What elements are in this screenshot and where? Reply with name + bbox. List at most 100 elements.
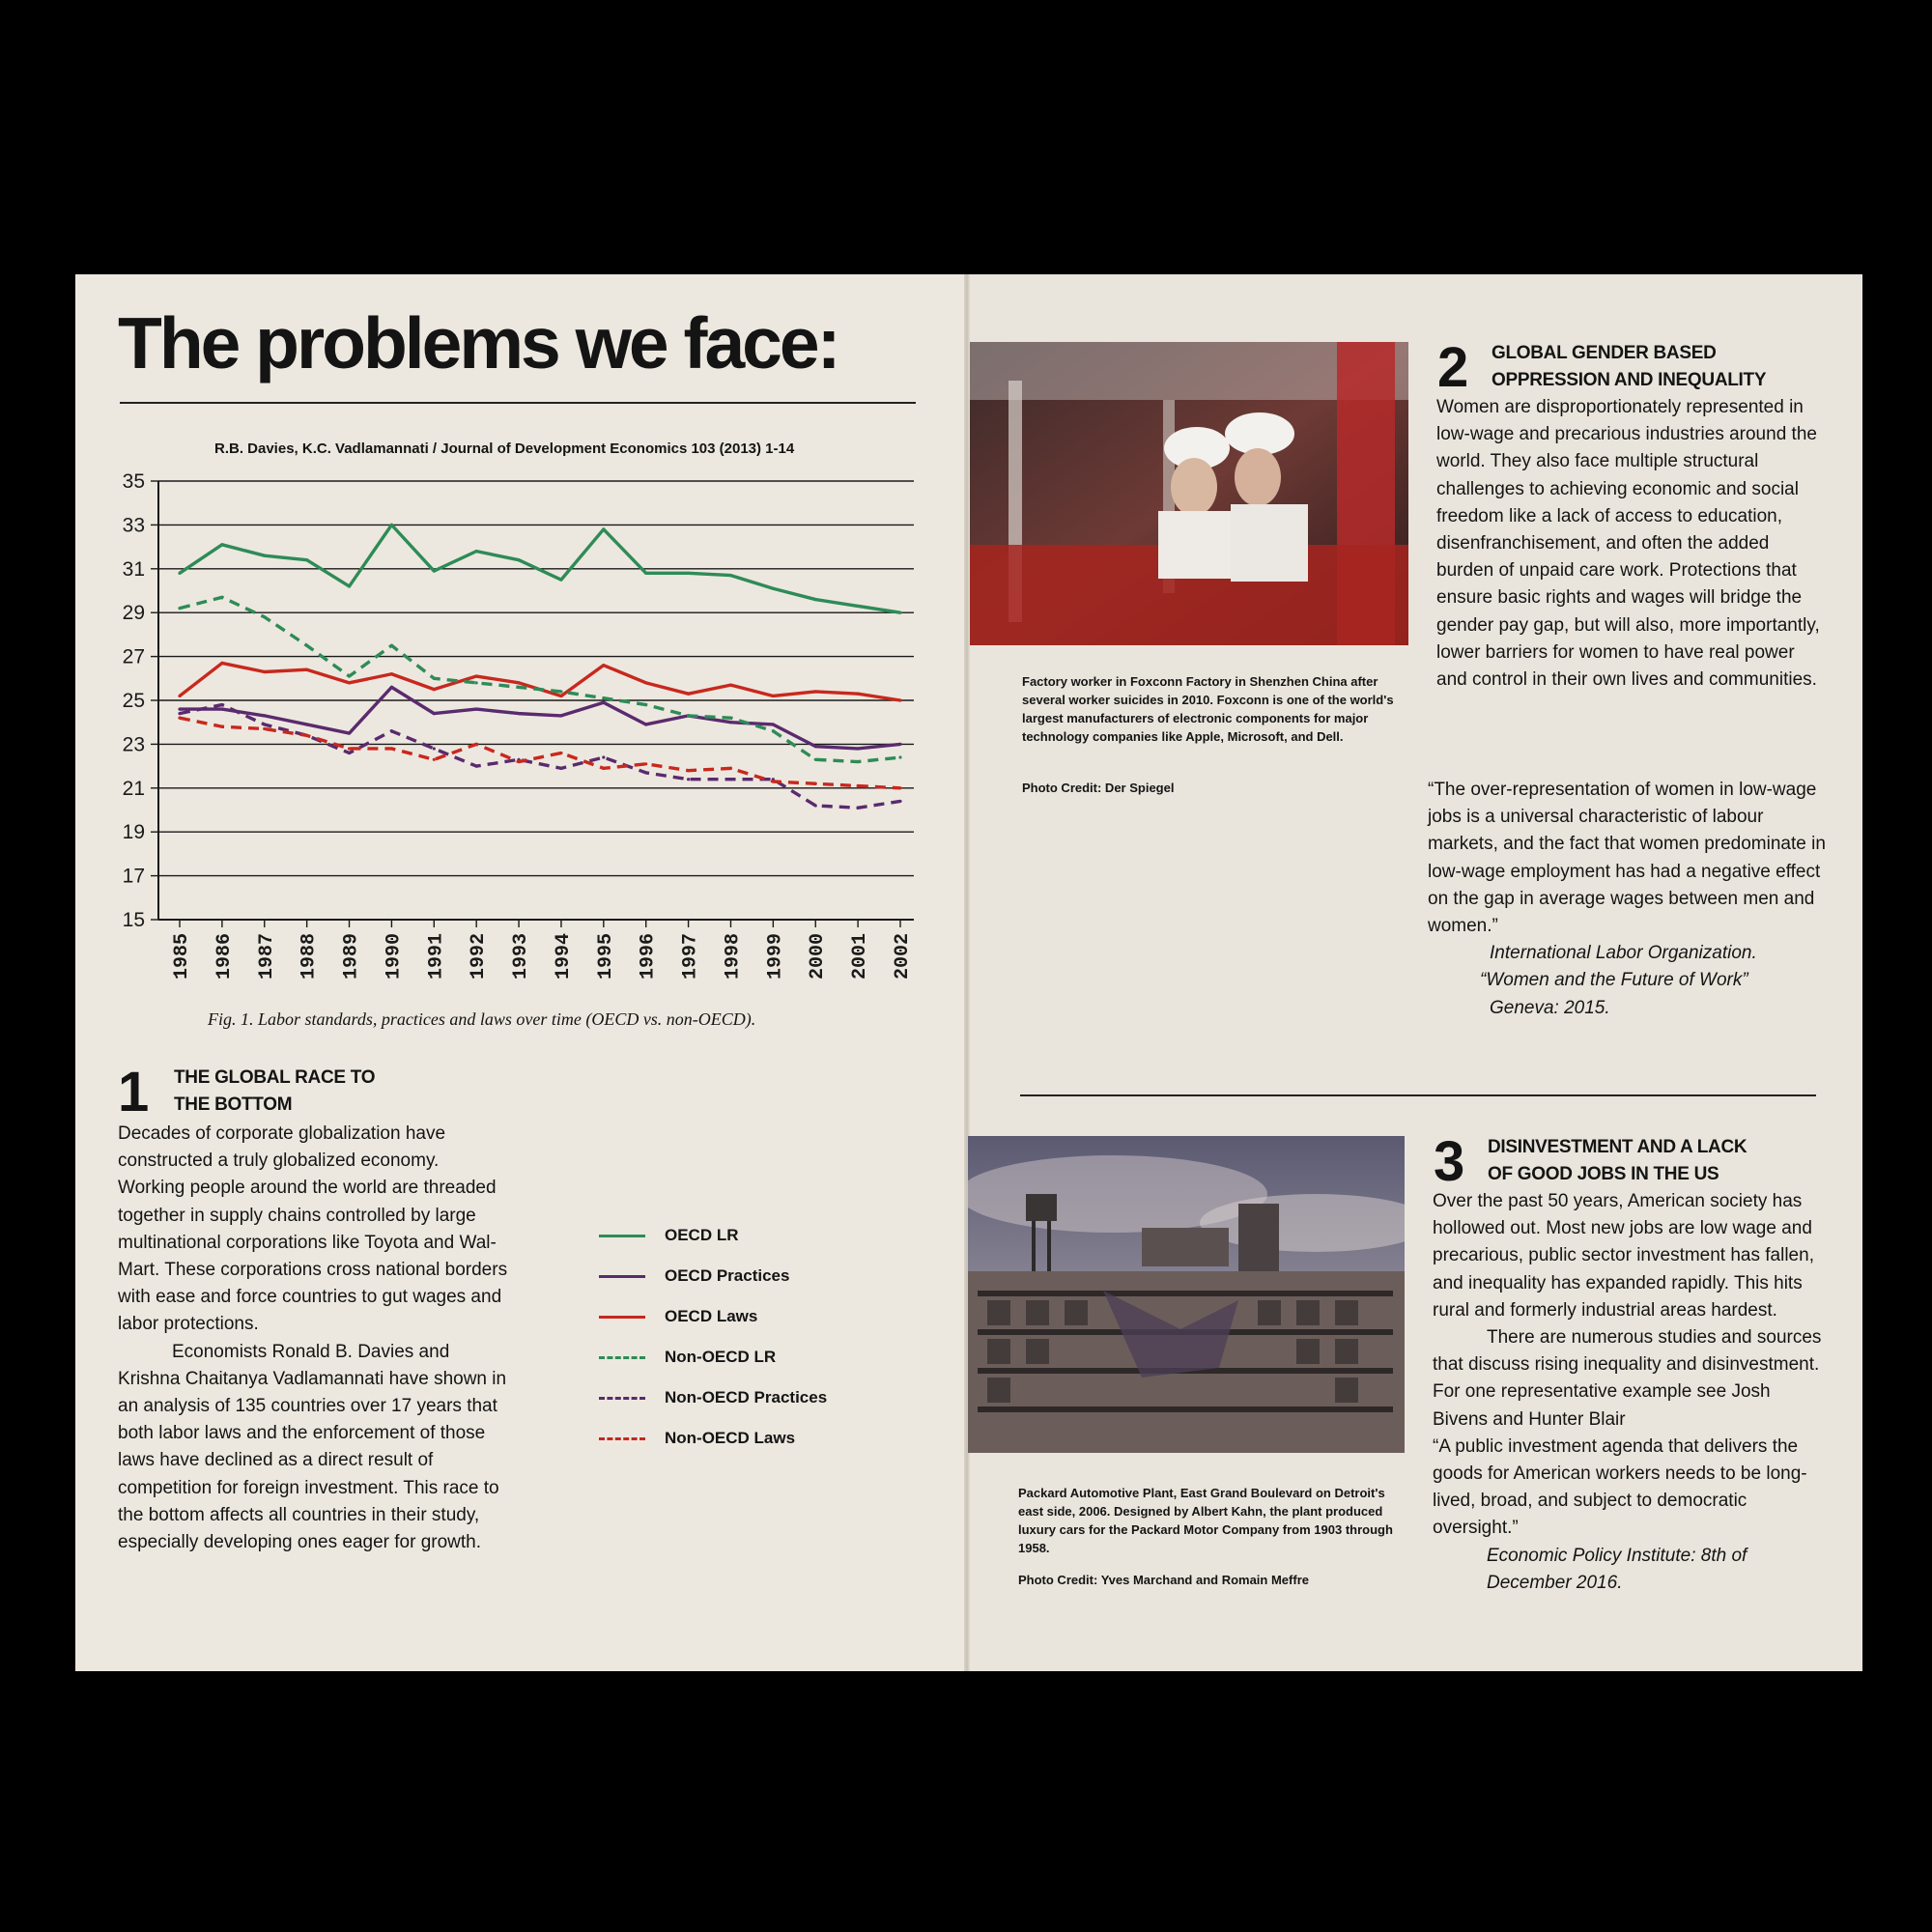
data-point <box>856 692 860 696</box>
data-point <box>220 595 224 599</box>
packard-photo-caption: Packard Automotive Plant, East Grand Bou… <box>1018 1486 1393 1555</box>
data-point <box>644 771 648 775</box>
data-point <box>602 696 606 700</box>
section-2-quote-source-1: International Labor Organization. <box>1490 943 1757 964</box>
data-point <box>347 681 352 685</box>
data-point <box>602 766 606 770</box>
x-tick-label: 1991 <box>425 933 447 980</box>
data-point <box>644 681 648 685</box>
data-point <box>856 806 860 810</box>
page-gutter <box>964 274 970 1671</box>
data-point <box>686 692 691 696</box>
section-1-heading: THE GLOBAL RACE TO THE BOTTOM <box>174 1065 375 1119</box>
data-point <box>602 664 606 668</box>
data-point <box>644 762 648 766</box>
data-point <box>347 674 352 678</box>
data-point <box>898 799 902 804</box>
packard-photo-credit: Photo Credit: Yves Marchand and Romain M… <box>1018 1573 1309 1587</box>
section-2-quote: “The over-representation of women in low… <box>1428 777 1828 1022</box>
data-point <box>898 742 902 746</box>
data-point <box>178 694 182 698</box>
y-tick-label: 29 <box>123 602 145 624</box>
y-tick-label: 23 <box>123 733 145 755</box>
section-3-quote-text: “A public investment agenda that deliver… <box>1433 1435 1807 1539</box>
section-2-body: Women are disproportionately represented… <box>1436 394 1828 694</box>
x-tick-label: 1988 <box>298 933 321 980</box>
legend-item: Non-OECD Laws <box>599 1418 827 1459</box>
data-point <box>559 766 563 770</box>
section-divider <box>1020 1094 1816 1096</box>
legend-swatch <box>599 1274 645 1278</box>
x-tick-label: 1993 <box>510 933 532 980</box>
data-point <box>602 755 606 759</box>
data-point <box>432 712 436 716</box>
data-point <box>813 745 817 749</box>
data-point <box>474 674 478 678</box>
data-point <box>517 558 521 562</box>
y-tick-label: 21 <box>123 778 145 800</box>
y-tick-label: 15 <box>123 909 145 931</box>
data-point <box>898 698 902 702</box>
data-point <box>347 751 352 755</box>
data-point <box>813 757 817 761</box>
section-3-heading: DISINVESTMENT AND A LACK OF GOOD JOBS IN… <box>1488 1134 1747 1188</box>
y-tick-label: 27 <box>123 646 145 668</box>
section-2-quote-source-3: Geneva: 2015. <box>1490 997 1610 1018</box>
data-point <box>856 747 860 751</box>
data-point <box>728 574 733 578</box>
data-point <box>263 726 267 731</box>
section-1-heading-line2: THE BOTTOM <box>174 1094 293 1115</box>
series-line-oecd-laws <box>178 661 901 702</box>
data-point <box>474 681 478 685</box>
data-point <box>263 615 267 619</box>
series-line-non-oecd-lr <box>179 595 901 764</box>
data-point <box>644 571 648 575</box>
y-tick-label: 19 <box>123 821 145 843</box>
data-point <box>432 569 436 573</box>
x-tick-label: 1986 <box>213 933 236 980</box>
section-1-paragraph-1: Decades of corporate globalization have … <box>118 1123 508 1335</box>
legend-item: OECD LR <box>599 1215 827 1256</box>
x-tick-label: 1996 <box>638 933 660 980</box>
line-chart: 15 17 19 21 23 25 27 29 31 33 35 1985 1986 1987 1988 19… <box>123 470 914 980</box>
section-3-body: Over the past 50 years, American society… <box>1433 1188 1824 1597</box>
x-tick-label: 1994 <box>553 933 575 980</box>
data-point <box>389 672 394 676</box>
figure-caption: Fig. 1. Labor standards, practices and l… <box>208 1009 756 1029</box>
legend-swatch <box>599 1355 645 1359</box>
section-2-quote-source-2: “Women and the Future of Work” <box>1480 970 1748 991</box>
data-point <box>389 643 394 647</box>
y-tick-label: 31 <box>123 558 145 581</box>
data-point <box>432 676 436 680</box>
series-line-oecd-practices <box>180 685 901 751</box>
x-tick-label: 1985 <box>171 933 193 980</box>
section-2-paragraph: Women are disproportionately represented… <box>1436 397 1820 691</box>
data-point <box>686 571 691 575</box>
section-3-heading-line2: OF GOOD JOBS IN THE US <box>1488 1164 1719 1184</box>
data-point <box>305 723 309 726</box>
section-2-heading: GLOBAL GENDER BASED OPPRESSION AND INEQU… <box>1492 340 1767 394</box>
data-point <box>517 681 521 685</box>
series-line-non-oecd-practices <box>179 702 901 810</box>
data-point <box>347 584 352 588</box>
section-1-paragraph-2: Economists Ronald B. Davies and Krishna … <box>118 1341 507 1553</box>
section-1-body: Decades of corporate globalization have … <box>118 1121 509 1556</box>
legend-swatch <box>599 1436 645 1440</box>
x-tick-label: 1990 <box>383 933 405 980</box>
data-point <box>559 690 563 694</box>
data-point <box>178 712 182 716</box>
data-point <box>220 543 224 547</box>
x-tick-label: 1992 <box>468 933 490 980</box>
title-rule <box>120 402 916 404</box>
x-tick-label: 1999 <box>764 933 786 980</box>
data-point <box>220 707 224 711</box>
data-point <box>178 716 182 720</box>
data-point <box>432 757 436 761</box>
y-tick-label: 33 <box>123 514 145 536</box>
data-point <box>432 688 436 692</box>
section-3-quote-source-2: December 2016. <box>1487 1572 1623 1593</box>
data-point <box>686 714 691 718</box>
data-point <box>771 729 775 733</box>
legend-label: Non-OECD Practices <box>665 1388 828 1406</box>
data-point <box>644 702 648 707</box>
